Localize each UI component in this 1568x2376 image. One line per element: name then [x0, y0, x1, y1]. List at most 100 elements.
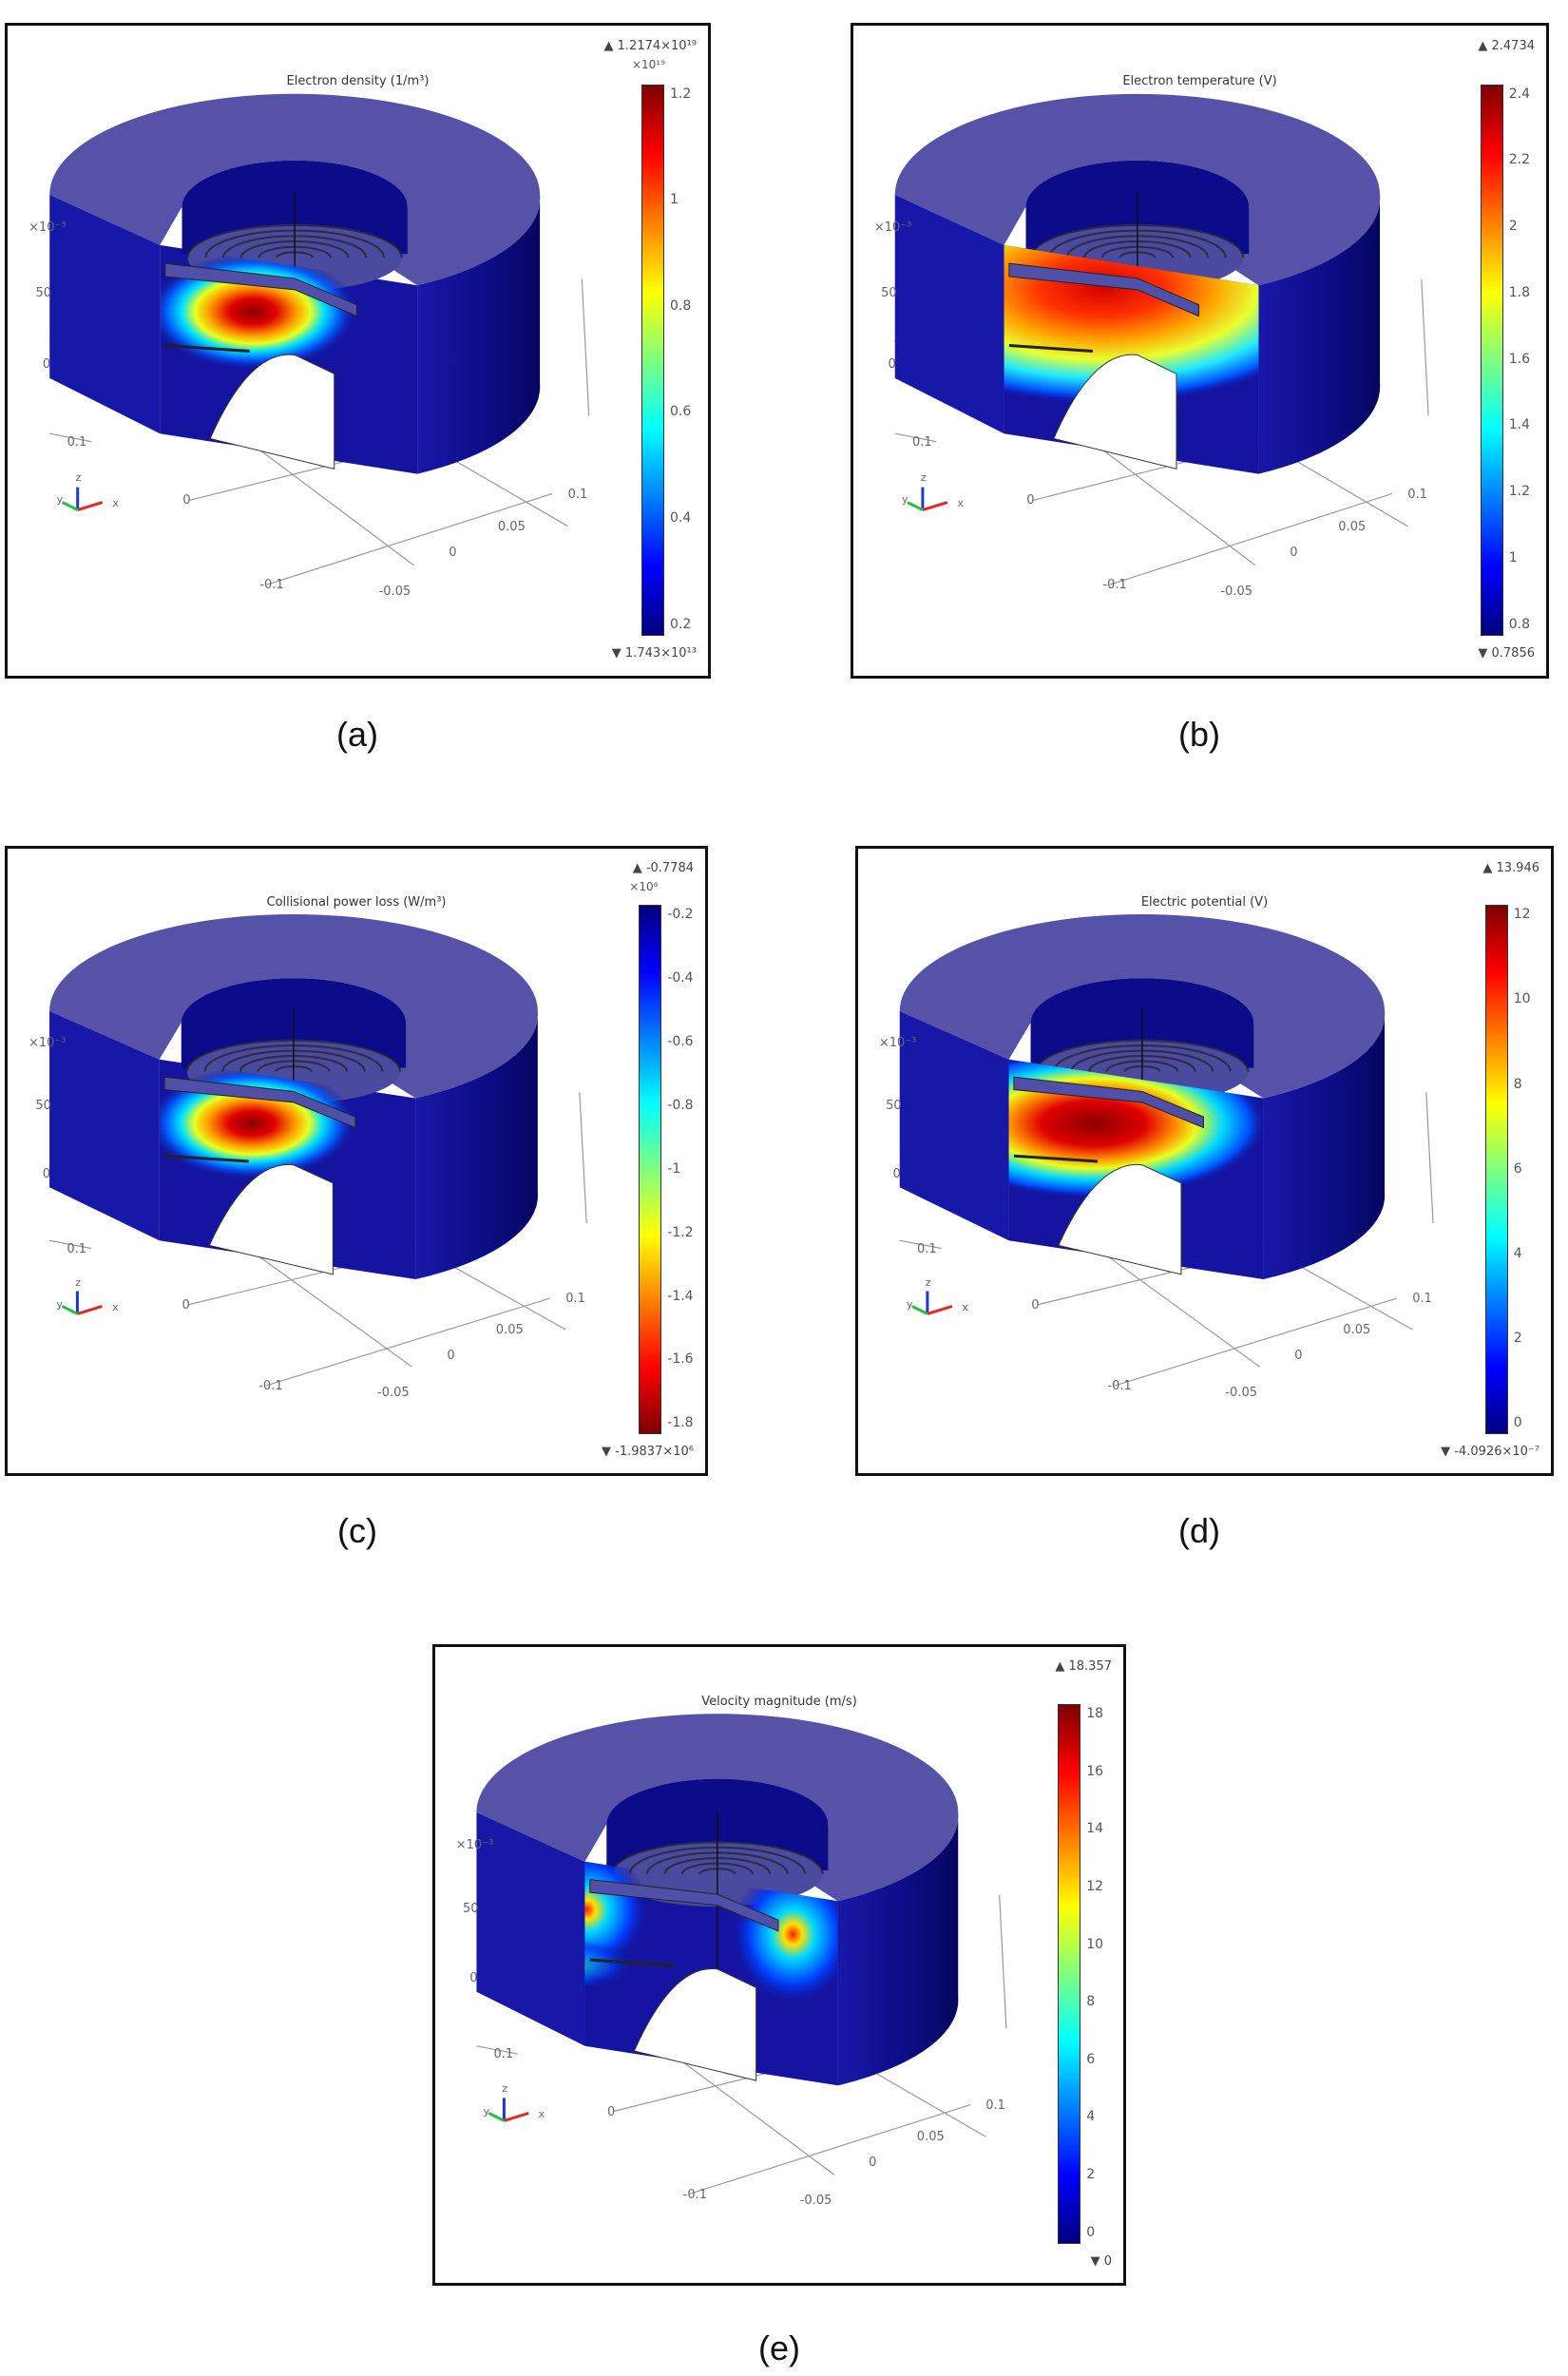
outer-wall	[1258, 194, 1381, 474]
lower-cavity	[633, 1968, 757, 2081]
x-tick: 0	[869, 2156, 877, 2171]
z-tick: 0	[888, 356, 896, 372]
x-tick: 0	[1290, 546, 1298, 561]
field-heatmap	[584, 1861, 838, 2004]
caption-a: (a)	[336, 715, 378, 754]
colorbar-tick: 2	[1508, 219, 1518, 235]
colorbar-tick: 18	[1086, 1706, 1104, 1722]
colorbar-tick: 0.8	[1508, 616, 1530, 632]
z-tick: 50	[462, 1901, 479, 1916]
panel-electron-density: Electron density (1/m³) ▲ 1.2174×10¹⁹ ×10¹…	[5, 23, 711, 679]
z-axis-scale: ×10⁻³	[878, 1036, 917, 1051]
colorbar-tick: 16	[1086, 1763, 1104, 1779]
z-axis-scale: ×10⁻³	[455, 1837, 494, 1852]
x-tick: 0.1	[567, 487, 588, 502]
y-tick: -0.1	[258, 1379, 283, 1394]
y-tick: -0.1	[1107, 1379, 1132, 1394]
triad-label-y: y	[56, 1298, 63, 1312]
z-axis-scale: ×10⁻³	[29, 1036, 67, 1051]
y-tick: 0	[182, 1298, 190, 1313]
lower-cavity	[1053, 354, 1177, 469]
colorbar-max-label: ▲ 2.4734	[1478, 38, 1535, 53]
colorbar-min-label: ▼ 1.743×10¹³	[611, 646, 697, 661]
colorbar-tick: 0	[1513, 1415, 1522, 1431]
colorbar-tick: 2.2	[1508, 152, 1530, 168]
axis-triad-icon	[907, 487, 948, 512]
triad-label-z: z	[502, 2082, 507, 2096]
top-surface	[476, 1714, 959, 1902]
z-tick: 50	[881, 285, 897, 300]
colorbar-min-label: ▼ 0	[1090, 2253, 1112, 2269]
y-tick: -0.1	[1102, 578, 1127, 593]
y-tick: 0.1	[493, 2047, 514, 2062]
z-tick: 0	[469, 1971, 478, 1986]
cutaway-model-3d	[48, 913, 587, 1387]
triad-label-y: y	[902, 493, 908, 507]
triad-label-y: y	[483, 2104, 490, 2117]
section-face	[49, 1010, 160, 1241]
colorbar-tick: -1.4	[667, 1288, 694, 1304]
lower-cavity	[1058, 1163, 1182, 1275]
triad-label-y: y	[907, 1298, 913, 1312]
colorbar-tick: 14	[1086, 1821, 1104, 1837]
cutaway-model-3d	[475, 1714, 1007, 2194]
outer-wall	[837, 1811, 959, 2086]
colorbar-tick: 0.2	[669, 616, 692, 632]
colorbar-tick: 8	[1086, 1994, 1096, 2010]
y-tick: 0.1	[916, 1241, 937, 1256]
x-tick: -0.05	[799, 2194, 832, 2209]
field-heatmap	[159, 1066, 356, 1180]
colorbar-tick: 1.4	[1508, 417, 1530, 433]
x-tick: 0	[447, 1348, 455, 1363]
triad-label-x: x	[112, 1301, 119, 1314]
colorbar-tick: 6	[1513, 1160, 1522, 1177]
colorbar-min-label: ▼ 0.7856	[1478, 646, 1535, 661]
colorbar-tick: 0	[1086, 2224, 1096, 2240]
colorbar-tick: 10	[1086, 1936, 1104, 1952]
top-surface	[49, 913, 538, 1099]
triad-label-z: z	[920, 470, 927, 484]
section-face	[476, 1811, 585, 2046]
plot-title: Electron density (1/m³)	[286, 74, 430, 89]
z-tick: 50	[35, 1098, 51, 1113]
section-face	[899, 1010, 1009, 1241]
x-tick: -0.05	[1220, 584, 1252, 600]
axis-triad-icon	[488, 2098, 529, 2122]
x-tick: 0.1	[1407, 487, 1427, 502]
x-tick: 0	[449, 546, 457, 561]
outer-wall	[417, 194, 541, 474]
y-tick: 0	[607, 2104, 616, 2119]
colorbar-tick: 2.4	[1508, 86, 1530, 102]
colorbar-max-label: ▲ -0.7784	[632, 861, 694, 876]
panel-electric-potential: Electric potential (V) ▲ 13.946 ▼ -4.0926×…	[855, 846, 1554, 1476]
colorbar-tick: 0.4	[669, 509, 692, 526]
colorbar-tick: 8	[1513, 1076, 1522, 1092]
colorbar-tick: -1.8	[667, 1415, 694, 1431]
x-tick: 0.1	[565, 1292, 585, 1307]
z-axis-scale: ×10⁻³	[29, 220, 67, 236]
caption-b: (b)	[1178, 715, 1220, 754]
triad-label-x: x	[112, 496, 120, 509]
colorbar-tick: -1	[667, 1160, 681, 1177]
colorbar	[1480, 84, 1503, 636]
cutaway-model-3d	[48, 93, 590, 585]
colorbar-tick: -0.4	[667, 970, 694, 987]
z-tick: 0	[42, 1167, 50, 1182]
colorbar-tick: -0.8	[667, 1097, 694, 1113]
outer-wall	[415, 1010, 538, 1280]
colorbar	[639, 905, 662, 1435]
top-surface	[899, 913, 1386, 1099]
outer-wall	[1263, 1010, 1386, 1280]
colorbar	[641, 84, 664, 636]
axis-triad-icon	[62, 487, 104, 512]
colorbar-tick: -1.2	[667, 1224, 694, 1240]
plot-title: Electric potential (V)	[1140, 895, 1269, 910]
colorbar-tick: 1	[1508, 549, 1518, 565]
colorbar-multiplier: ×10⁶	[629, 879, 659, 893]
top-surface	[894, 93, 1381, 286]
colorbar-tick: 0.8	[669, 297, 692, 314]
x-tick: -0.05	[1225, 1386, 1257, 1401]
y-tick: 0	[1026, 493, 1035, 508]
caption-e: (e)	[758, 2328, 800, 2367]
triad-label-z: z	[75, 470, 82, 484]
